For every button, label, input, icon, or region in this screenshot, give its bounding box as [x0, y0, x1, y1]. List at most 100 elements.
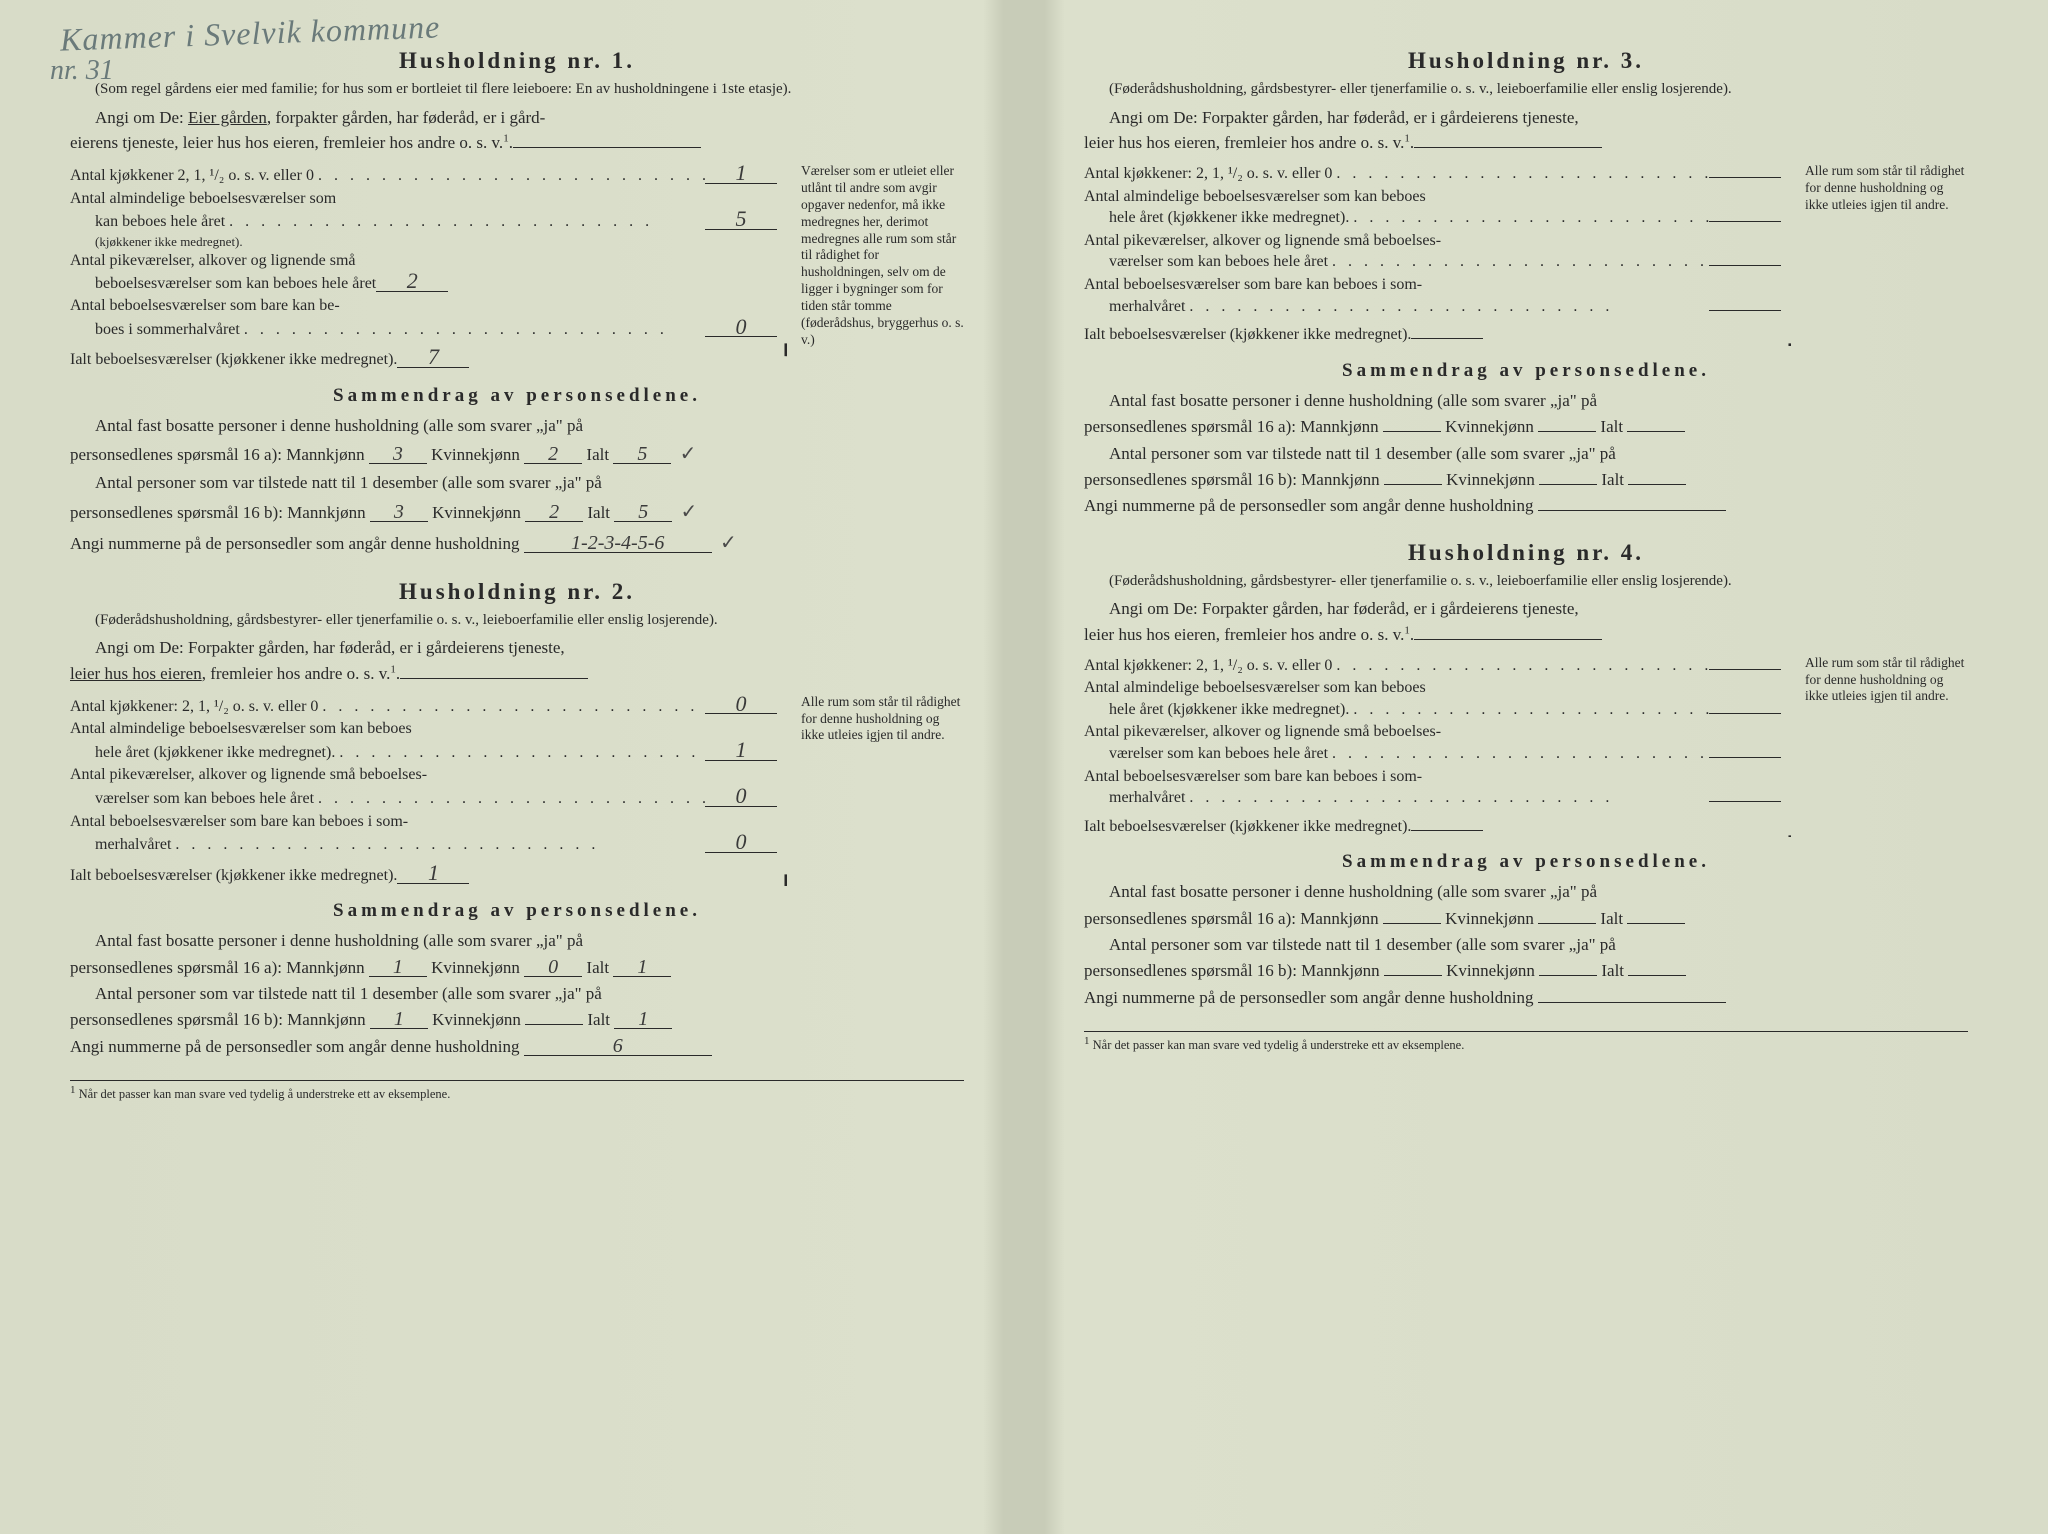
- h3-sum-b-m: [1384, 484, 1442, 485]
- h2-kitchen-value: 0: [705, 694, 777, 715]
- dots: [314, 165, 705, 188]
- h4-sum-a-m: [1383, 923, 1441, 924]
- h3-pike-label: Antal pikeværelser, alkover og lignende …: [1084, 230, 1441, 252]
- h4-pike-value: [1709, 757, 1781, 758]
- h3-sum-num-label: Angi nummerne på de personsedler som ang…: [1084, 496, 1533, 515]
- h1-pike-row2: beboelsesværelser som kan beboes hele år…: [70, 271, 777, 295]
- footnote-right: 1 Når det passer kan man svare ved tydel…: [1084, 1031, 1968, 1053]
- right-page: Husholdning nr. 3. (Føderådshusholdning,…: [1024, 0, 2048, 1534]
- h2-kitchen-label: Antal kjøkkener: 2, 1, ¹/₂ o. s. v. elle…: [70, 696, 318, 718]
- h3-summary-title: Sammendrag av personsedlene.: [1084, 360, 1968, 382]
- dots: [1332, 163, 1709, 186]
- h4-sum-a-t: [1627, 923, 1685, 924]
- h2-sum-num-label: Angi nummerne på de personsedler som ang…: [70, 1037, 519, 1056]
- h3-total-label: Ialt beboelsesværelser (kjøkkener ikke m…: [1084, 324, 1411, 346]
- h3-angi-line2-text: leier hus hos eieren, fremleier hos andr…: [1084, 133, 1404, 152]
- h2-rooms-row2: hele året (kjøkkener ikke medregnet). 1: [70, 740, 777, 765]
- h2-subtitle: (Føderådshusholdning, gårdsbestyrer- ell…: [70, 611, 964, 631]
- h1-pike-label: Antal pikeværelser, alkover og lignende …: [70, 250, 356, 272]
- household-3: Husholdning nr. 3. (Føderådshusholdning,…: [1084, 48, 1968, 520]
- h3-summer-label2: merhalvåret: [1084, 296, 1185, 318]
- h1-sidenote-text: Værelser som er utleiet eller utlånt til…: [789, 163, 964, 349]
- h2-total-label: Ialt beboelsesværelser (kjøkkener ikke m…: [70, 865, 397, 887]
- h2-sum-num-value: 6: [524, 1037, 712, 1056]
- h2-sum-a1: Antal fast bosatte personer i denne hush…: [70, 928, 964, 954]
- h1-sum-a-kv: Kvinnekjønn: [431, 445, 520, 464]
- h2-rooms-label2: hele året (kjøkkener ikke medregnet).: [70, 742, 335, 764]
- h1-summer-value: 0: [705, 317, 777, 338]
- h1-sum-a-m: 3: [369, 445, 427, 464]
- h2-title: Husholdning nr. 2.: [70, 579, 964, 605]
- h4-sum-a-k: [1538, 923, 1596, 924]
- h3-angi: Angi om De: Forpakter gården, har føderå…: [1084, 106, 1968, 130]
- household-2: Husholdning nr. 2. (Føderådshusholdning,…: [70, 579, 964, 1061]
- h4-summer-row2: merhalvåret: [1084, 787, 1781, 810]
- h3-sum-num: Angi nummerne på de personsedler som ang…: [1084, 493, 1968, 519]
- household-1: Husholdning nr. 1. (Som regel gårdens ei…: [70, 48, 964, 559]
- h3-rooms-value: [1709, 221, 1781, 222]
- h4-pike-label: Antal pikeværelser, alkover og lignende …: [1084, 721, 1441, 743]
- h4-kitchen-value: [1709, 669, 1781, 670]
- h2-summer-label: Antal beboelsesværelser som bare kan beb…: [70, 811, 408, 833]
- h4-sum-a-kv: Kvinnekjønn: [1445, 909, 1534, 928]
- h3-sum-a-t: [1627, 431, 1685, 432]
- h2-summary-title: Sammendrag av personsedlene.: [70, 900, 964, 922]
- h1-sum-num-label: Angi nummerne på de personsedler som ang…: [70, 534, 519, 553]
- h4-sum-b-kv: Kvinnekjønn: [1446, 961, 1535, 980]
- h1-kitchen-value: 1: [705, 163, 777, 184]
- h1-pike-row1: Antal pikeværelser, alkover og lignende …: [70, 250, 777, 272]
- h3-sum-b2-pre: personsedlenes spørsmål 16 b): Mannkjønn: [1084, 470, 1380, 489]
- h4-angi: Angi om De: Forpakter gården, har føderå…: [1084, 597, 1968, 621]
- h2-pike-label2: værelser som kan beboes hele året: [70, 788, 314, 810]
- h2-rooms-label: Antal almindelige beboelsesværelser som …: [70, 718, 412, 740]
- h2-form: Antal kjøkkener: 2, 1, ¹/₂ o. s. v. elle…: [70, 694, 964, 887]
- handwritten-number: nr. 31: [50, 55, 114, 87]
- h4-sum-b-t: [1628, 975, 1686, 976]
- footnote-num: 1: [70, 1084, 76, 1096]
- h4-sum-a2-pre: personsedlenes spørsmål 16 a): Mannkjønn: [1084, 909, 1379, 928]
- h4-summary-title: Sammendrag av personsedlene.: [1084, 851, 1968, 873]
- h4-summer-label2: merhalvåret: [1084, 787, 1185, 809]
- h4-summer-label: Antal beboelsesværelser som bare kan beb…: [1084, 766, 1422, 788]
- dots: [318, 696, 705, 719]
- document-spread: Kammer i Svelvik kommune nr. 31 Husholdn…: [0, 0, 2048, 1534]
- dots: [1349, 699, 1709, 722]
- h3-sum-b-kv: Kvinnekjønn: [1446, 470, 1535, 489]
- dots: [1349, 207, 1709, 230]
- h2-angi-line2-u: leier hus hos eieren: [70, 664, 202, 683]
- h2-sum-a-t: 1: [613, 958, 671, 977]
- h1-rooms-row2: kan beboes hele året 5: [70, 209, 777, 234]
- dots: [335, 742, 705, 765]
- h1-sum-num-value: 1-2-3-4-5-6: [524, 534, 712, 553]
- checkmark-icon: ✓: [680, 443, 697, 465]
- h2-sum-b2-pre: personsedlenes spørsmål 16 b): Mannkjønn: [70, 1010, 366, 1029]
- dots: [1185, 787, 1709, 810]
- h4-total-label: Ialt beboelsesværelser (kjøkkener ikke m…: [1084, 816, 1411, 838]
- h2-rooms-value: 1: [705, 740, 777, 761]
- h2-kitchen-row: Antal kjøkkener: 2, 1, ¹/₂ o. s. v. elle…: [70, 694, 777, 719]
- dots: [1328, 743, 1709, 766]
- brace-icon: ⎧⎨⎩: [1777, 655, 1791, 838]
- dots: [225, 211, 705, 234]
- h3-sum-a1: Antal fast bosatte personer i denne hush…: [1084, 388, 1968, 414]
- footnote-text-r: Når det passer kan man svare ved tydelig…: [1093, 1038, 1465, 1052]
- h4-pike-label2: værelser som kan beboes hele året: [1084, 743, 1328, 765]
- h1-angi-rest: , forpakter gården, har føderåd, er i gå…: [267, 108, 545, 127]
- h2-sum-a-k: 0: [524, 958, 582, 977]
- h1-summary-title: Sammendrag av personsedlene.: [70, 385, 964, 407]
- h1-angi-underlined: Eier gården: [188, 108, 267, 127]
- h3-angi-line2: leier hus hos eieren, fremleier hos andr…: [1084, 131, 1968, 155]
- h1-summer-label: Antal beboelsesværelser som bare kan be-: [70, 295, 340, 317]
- h4-kitchen-row: Antal kjøkkener: 2, 1, ¹/₂ o. s. v. elle…: [1084, 655, 1781, 678]
- h2-sum-b2: personsedlenes spørsmål 16 b): Mannkjønn…: [70, 1007, 964, 1033]
- h4-angi-line2: leier hus hos eieren, fremleier hos andr…: [1084, 623, 1968, 647]
- h3-pike-row2: værelser som kan beboes hele året: [1084, 251, 1781, 274]
- h2-sum-b-ialt: Ialt: [587, 1010, 610, 1029]
- h2-angi-line2: leier hus hos eieren, fremleier hos andr…: [70, 662, 964, 686]
- h4-pike-row2: værelser som kan beboes hele året: [1084, 743, 1781, 766]
- h4-total-row: Ialt beboelsesværelser (kjøkkener ikke m…: [1084, 816, 1781, 838]
- h1-sum-b1: Antal personer som var tilstede natt til…: [70, 470, 964, 496]
- footnote-num-r: 1: [1084, 1035, 1090, 1047]
- h4-summer-row1: Antal beboelsesværelser som bare kan beb…: [1084, 766, 1781, 788]
- dots: [314, 788, 705, 811]
